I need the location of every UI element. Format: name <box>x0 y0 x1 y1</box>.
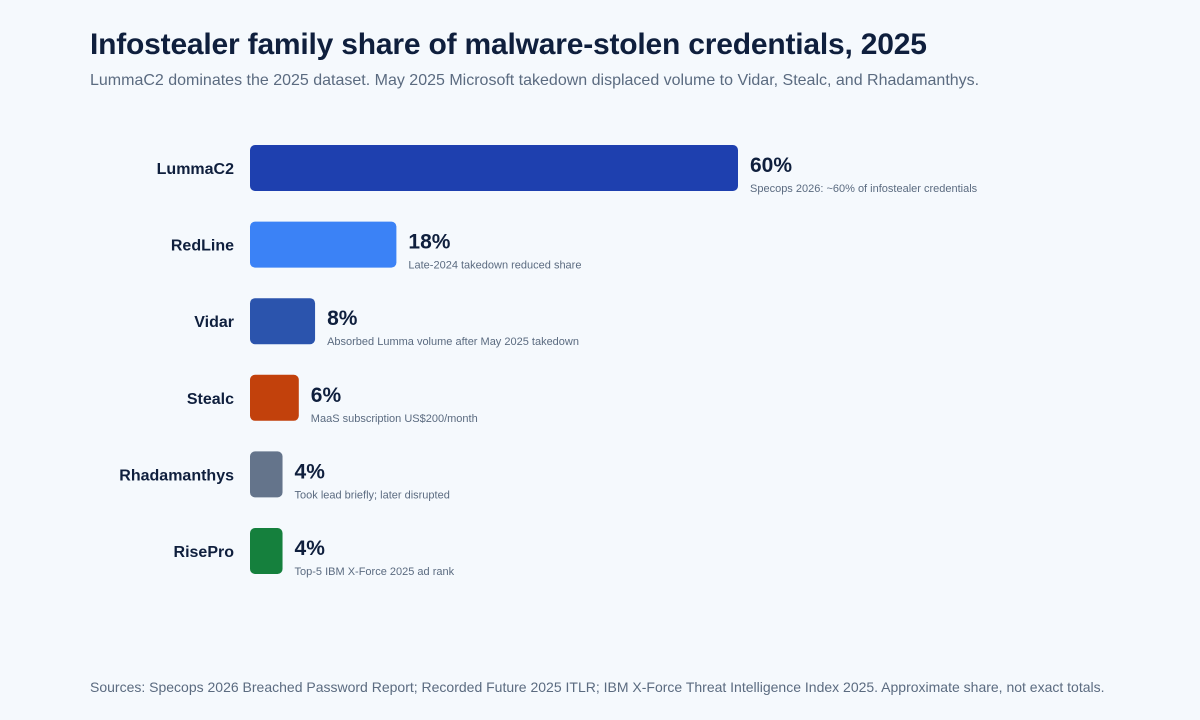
bar-redline <box>250 221 397 268</box>
value-label: 4% <box>295 460 326 483</box>
category-label: Rhadamanthys <box>119 467 234 484</box>
bar-risepro <box>250 528 283 574</box>
annotation-label: Top-5 IBM X-Force 2025 ad rank <box>295 566 455 578</box>
chart-subtitle: LummaC2 dominates the 2025 dataset. May … <box>90 72 980 89</box>
bar-stealc <box>250 374 299 421</box>
value-label: 4% <box>295 537 326 560</box>
value-label: 60% <box>750 154 792 177</box>
annotation-label: MaaS subscription US$200/month <box>311 413 478 425</box>
category-label: Stealc <box>187 391 234 408</box>
bar-rhadamanthys <box>250 451 283 498</box>
category-label: LummaC2 <box>157 161 234 178</box>
category-label: RedLine <box>171 238 234 255</box>
annotation-label: Late-2024 takedown reduced share <box>408 260 581 272</box>
category-label: RisePro <box>174 544 235 561</box>
chart-title: Infostealer family share of malware-stol… <box>90 28 927 61</box>
value-label: 6% <box>311 384 342 407</box>
annotation-label: Absorbed Lumma volume after May 2025 tak… <box>327 336 579 348</box>
bar-lummac2 <box>250 145 738 191</box>
value-label: 8% <box>327 307 358 330</box>
annotation-label: Took lead briefly; later disrupted <box>295 489 450 501</box>
sources-footnote: Sources: Specops 2026 Breached Password … <box>90 679 1105 695</box>
annotation-label: Specops 2026: ~60% of infostealer creden… <box>750 183 978 195</box>
bar-vidar <box>250 298 316 345</box>
category-label: Vidar <box>194 314 234 331</box>
value-label: 18% <box>408 231 450 254</box>
